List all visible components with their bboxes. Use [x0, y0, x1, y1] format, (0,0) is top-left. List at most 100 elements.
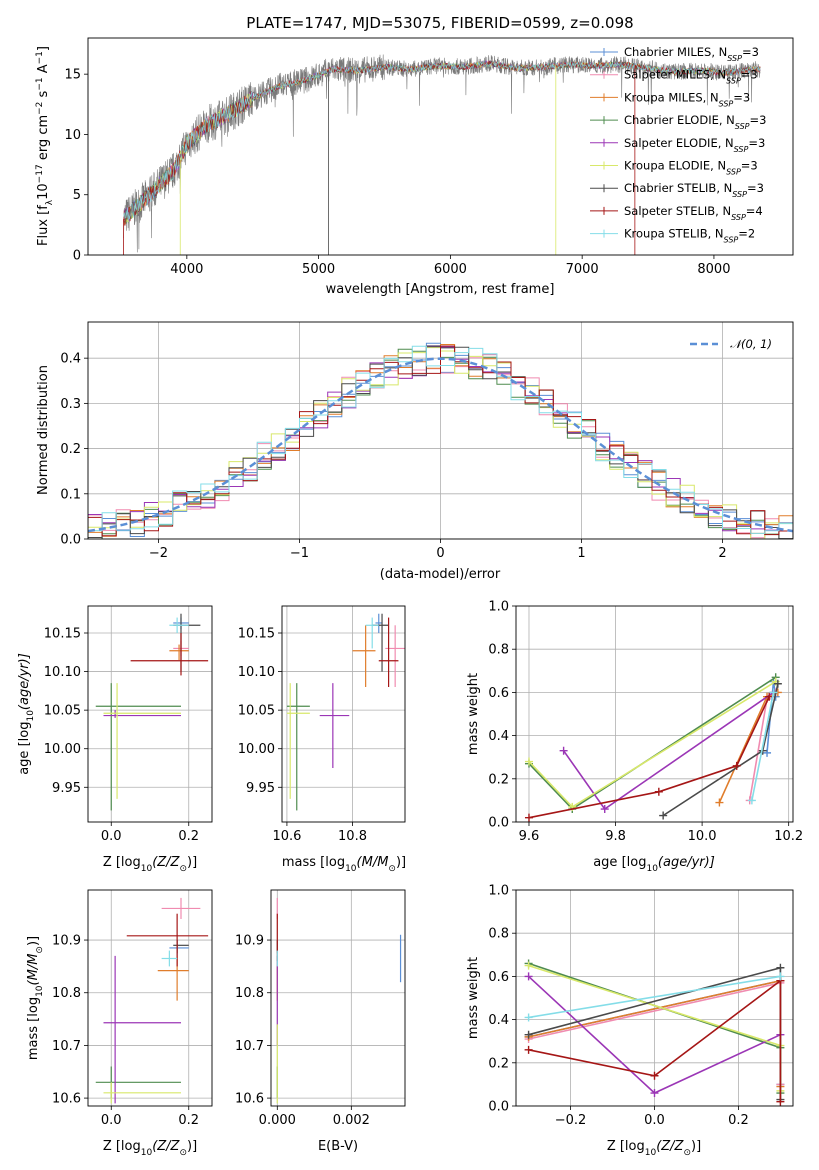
model-spectrum-kroupa-stelib [123, 60, 761, 221]
mass-vs-ebv-panel-frame [270, 889, 406, 1107]
residual-panel: −2 −1 0 1 2 0.0 0.1 0.2 0.3 0.4 [60, 321, 794, 561]
weight-vs-age-panel-plot-area [516, 606, 793, 822]
y-tick-label: 10 [64, 128, 81, 143]
point-kroupa-miles [157, 955, 189, 1001]
age-vs-mass-panel-frame [281, 605, 406, 823]
marker [773, 679, 782, 688]
point-salpeter-elodie [103, 710, 181, 718]
point-chabrier-miles [375, 613, 383, 633]
age-vs-z-panel: 0.0 0.2 9.95 10.00 10.05 10.10 10.15 [44, 605, 213, 844]
x-tick-label: 7000 [566, 262, 599, 277]
marker [732, 761, 741, 770]
mass-vs-z-panel-plot-area [88, 890, 212, 1106]
residual-panel-frame [87, 321, 794, 540]
marker [763, 748, 772, 757]
x-tick-label: 8000 [697, 262, 730, 277]
figure-title: PLATE=1747, MJD=53075, FIBERID=0599, z=0… [246, 14, 633, 32]
point-chabrier-elodie [95, 683, 181, 811]
x-tick-label: 9.6 [519, 829, 540, 844]
x-tick-label: 10.8 [338, 829, 367, 844]
marker [524, 961, 533, 970]
marker [524, 1045, 533, 1054]
point-salpeter-elodie [319, 683, 350, 768]
age-mass-x-label: mass [log10(M/M⊙)] [282, 855, 406, 874]
y-tick-label: 9.95 [246, 781, 275, 796]
legend-label-salpeter-miles: Salpeter MILES, NSSP=3 [624, 68, 758, 86]
marker [524, 757, 533, 766]
point-salpeter-miles [161, 897, 201, 919]
weight-vs-z-panel-frame [515, 889, 794, 1107]
spectrum-y-label: Flux [fλ10−17 erg cm−2 s−1 A−1] [35, 46, 55, 246]
x-tick-label: 10.6 [272, 829, 301, 844]
spectrum-panel: 4000 5000 6000 7000 8000 0 5 10 15 [64, 37, 794, 277]
series-salpeter-stelib [528, 696, 770, 819]
weight-vs-z-panel: −0.2 0.0 0.2 0.0 0.2 0.4 0.6 0.8 1.0 [488, 884, 794, 1128]
marker [747, 796, 756, 805]
mass-vs-z-panel-frame [87, 889, 213, 1107]
histogram-kroupa-stelib [88, 345, 793, 534]
x-tick-label: 0.0 [101, 1113, 122, 1128]
series-chabrier-elodie [528, 676, 777, 811]
legend-label-kroupa-stelib: Kroupa STELIB, NSSP=2 [624, 227, 755, 245]
legend-label-chabrier-elodie: Chabrier ELODIE, NSSP=3 [624, 113, 766, 131]
marker [650, 1071, 659, 1080]
y-tick-label: 10.6 [235, 1092, 264, 1107]
x-tick-label: 6000 [434, 262, 467, 277]
x-tick-label: 10.0 [688, 829, 717, 844]
y-tick-label: 0.3 [60, 397, 81, 412]
y-tick-label: 10.8 [52, 986, 81, 1001]
y-tick-label: 10.7 [235, 1039, 264, 1054]
series-kroupa-stelib [751, 692, 775, 801]
marker [524, 813, 533, 822]
x-tick-label: 0.2 [728, 1113, 749, 1128]
y-tick-label: 10.15 [44, 627, 81, 642]
ebv-x-label: E(B-V) [318, 1139, 358, 1154]
x-tick-label: 0.0 [644, 1113, 665, 1128]
y-tick-label: 10.15 [238, 627, 275, 642]
point-kroupa-stelib [161, 950, 178, 967]
x-tick-label: 0.2 [178, 829, 199, 844]
marker [524, 1030, 533, 1039]
mass-y-label: mass [log10(M/M⊙)] [26, 936, 45, 1060]
y-tick-label: 0.8 [488, 927, 509, 942]
age-vs-z-panel-frame [87, 605, 213, 823]
weight-vs-age-panel: 9.6 9.8 10.0 10.2 0.0 0.2 0.4 0.6 0.8 1.0 [488, 600, 803, 845]
weight-vs-z-panel-plot-area [516, 890, 793, 1106]
y-tick-label: 0.0 [488, 1100, 509, 1115]
y-tick-label: 0.2 [60, 442, 81, 457]
marker [559, 746, 568, 755]
y-tick-label: 0.4 [60, 352, 81, 367]
point-salpeter-stelib [130, 633, 209, 676]
spectrum-legend: Chabrier MILES, NSSP=3 Salpeter MILES, NS… [590, 45, 766, 244]
marker [600, 805, 609, 814]
marker [715, 798, 724, 807]
legend-label-normal: 𝒩(0, 1) [730, 337, 772, 351]
spectrum-panel-plot-area [123, 54, 761, 255]
y-tick-label: 1.0 [488, 884, 509, 899]
y-tick-label: 0.2 [488, 772, 509, 787]
y-tick-label: 10.9 [235, 934, 264, 949]
y-tick-label: 10.00 [44, 742, 81, 757]
x-tick-label: −2 [149, 546, 168, 561]
y-tick-label: 10.05 [238, 704, 275, 719]
x-tick-label: 0.0 [101, 829, 122, 844]
legend-label-kroupa-elodie: Kroupa ELODIE, NSSP=3 [624, 159, 758, 177]
y-tick-label: 0.4 [488, 1013, 509, 1028]
legend-label-salpeter-stelib: Salpeter STELIB, NSSP=4 [624, 204, 763, 222]
residual-panel-plot-area [88, 322, 793, 539]
age-vs-mass-panel-plot-area [282, 606, 405, 822]
y-tick-label: 0.1 [60, 487, 81, 502]
age-y-label: age [log10(age/yr)] [17, 653, 36, 775]
x-tick-label: 2 [718, 546, 726, 561]
weight-z-x-label: Z [log10(Z/Z⊙)] [607, 1139, 701, 1158]
y-tick-label: 10.10 [238, 665, 275, 680]
spectrum-panel-frame [87, 37, 794, 256]
y-tick-label: 10.8 [235, 986, 264, 1001]
x-tick-label: 0 [436, 546, 444, 561]
x-tick-label: −1 [290, 546, 309, 561]
y-tick-label: 10.7 [52, 1039, 81, 1054]
x-tick-label: 4000 [170, 262, 203, 277]
y-tick-label: 10.05 [44, 704, 81, 719]
weight-age-y-label: mass weight [466, 673, 481, 755]
spectrum-x-label: wavelength [Angstrom, rest frame] [326, 282, 555, 297]
